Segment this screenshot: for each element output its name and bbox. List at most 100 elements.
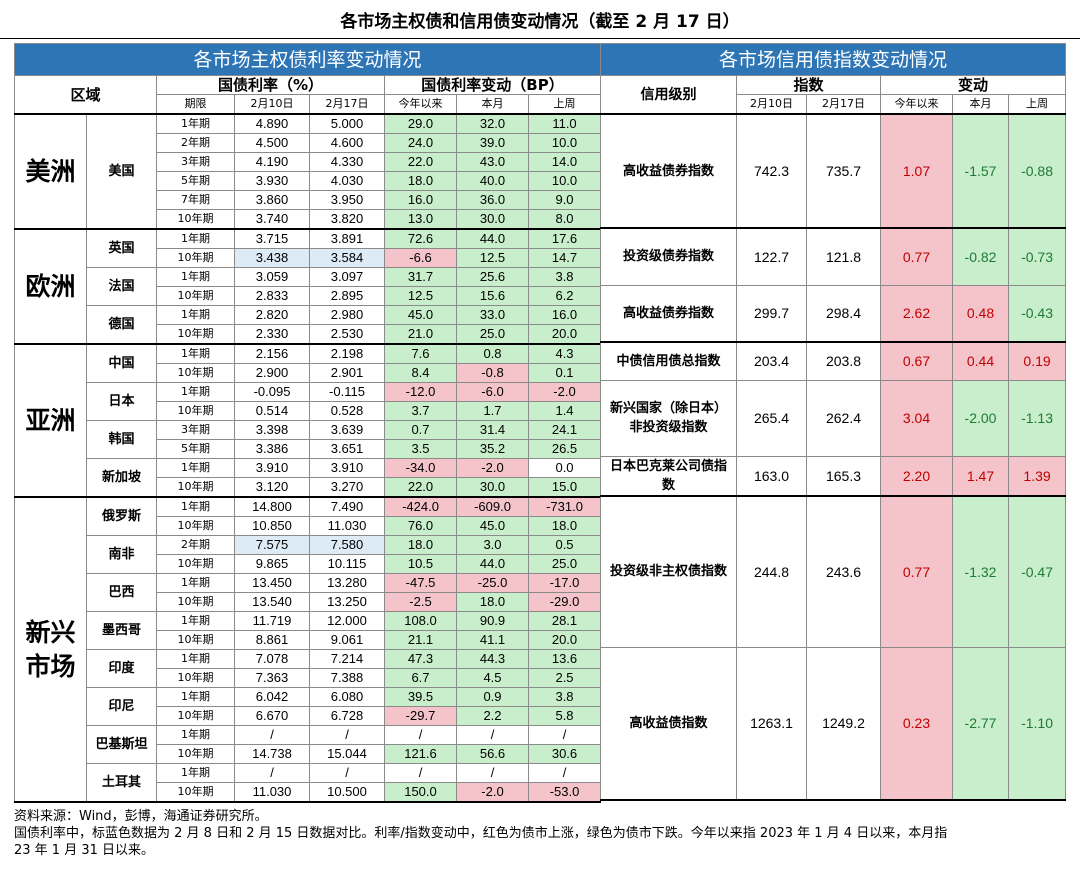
mtd-change-cell: -1.57: [952, 113, 1009, 229]
credit-band-header: 各市场信用债指数变动情况: [599, 43, 1067, 76]
ytd-change-cell: -47.5: [384, 573, 457, 593]
mtd-change-cell: 31.4: [456, 420, 529, 440]
index-name-cell: 中债信用债总指数: [600, 341, 737, 381]
mtd-change-cell: -0.8: [456, 363, 529, 383]
rate-feb10-cell: 3.910: [234, 458, 310, 478]
mtd-change-cell: /: [456, 725, 529, 745]
ytd-change-cell: 22.0: [384, 152, 457, 172]
date1-subheader: 2月10日: [234, 94, 310, 115]
index-feb17-cell: 203.8: [806, 341, 881, 381]
mtd-change-cell: /: [456, 763, 529, 783]
ytd-change-cell: 2.62: [880, 284, 953, 343]
rate-feb10-cell: /: [234, 725, 310, 745]
term-cell: 3年期: [156, 152, 235, 172]
region-europe: 欧洲: [14, 228, 87, 345]
rate-feb17-cell: 3.270: [309, 477, 385, 498]
ytd-change-cell: 72.6: [384, 228, 457, 249]
country-cell: 俄罗斯: [86, 496, 157, 536]
table-row: 10年期 13.540 13.250 -2.5 18.0 -29.0: [15, 592, 602, 612]
mtd-change-cell: 36.0: [456, 190, 529, 210]
ytd-change-cell: 16.0: [384, 190, 457, 210]
mtd-change-cell: 0.48: [952, 284, 1009, 343]
term-cell: 1年期: [156, 725, 235, 745]
country-cell: 土耳其: [86, 763, 157, 803]
mtd-change-cell: 45.0: [456, 516, 529, 536]
rate-feb17-cell: 7.580: [309, 535, 385, 555]
country-cell: 德国: [86, 305, 157, 345]
term-cell: 10年期: [156, 248, 235, 268]
index-name-cell: 高收益债券指数: [600, 284, 737, 343]
mtd-change-cell: 0.44: [952, 341, 1009, 381]
index-name-cell: 投资级非主权债指数: [600, 495, 737, 648]
sovereign-yield-table: 各市场主权债利率变动情况 区域 国债利率（%） 国债利率变动（BP） 期限 2月…: [13, 43, 602, 803]
week-change-cell: 10.0: [527, 171, 602, 191]
week-change-cell: -1.10: [1007, 647, 1067, 801]
rate-feb10-cell: 3.386: [234, 439, 310, 459]
country-cell: 法国: [86, 267, 157, 306]
term-cell: 1年期: [156, 343, 235, 364]
sovereign-band-header: 各市场主权债利率变动情况: [13, 43, 602, 76]
ytd-change-cell: 108.0: [384, 611, 457, 631]
ytd-change-cell: 3.5: [384, 439, 457, 459]
week-change-cell: -0.43: [1007, 284, 1067, 343]
ytd-change-cell: 21.1: [384, 630, 457, 650]
index-name-cell: 新兴国家（除日本）非投资级指数: [600, 379, 737, 457]
ytd-change-cell: 10.5: [384, 554, 457, 574]
country-cell: 印度: [86, 649, 157, 688]
country-cell: 日本: [86, 382, 157, 421]
index-feb10-cell: 244.8: [736, 495, 807, 648]
term-cell: 2年期: [156, 133, 235, 153]
term-cell: 1年期: [156, 267, 235, 287]
ytd-change-cell: 76.0: [384, 516, 457, 536]
table-row: 亚洲 中国 1年期 2.156 2.198 7.6 0.8 4.3: [14, 343, 602, 498]
ytd-change-cell: 0.23: [880, 647, 953, 801]
rate-feb10-cell: 2.820: [234, 305, 310, 325]
mtd-change-cell: 2.2: [456, 706, 529, 726]
mtd-change-cell: 4.5: [456, 668, 529, 688]
mtd-change-cell: -2.0: [456, 782, 529, 803]
term-cell: 10年期: [156, 782, 235, 803]
rate-feb17-cell: 9.061: [309, 630, 385, 650]
ytd-change-cell: 0.67: [880, 341, 953, 381]
ytd-change-cell: 0.77: [880, 495, 953, 648]
ytd-change-cell: -2.5: [384, 592, 457, 612]
mtd-change-cell: 18.0: [456, 592, 529, 612]
index-feb17-cell: 735.7: [806, 113, 881, 229]
rate-feb17-cell: /: [309, 763, 385, 783]
term-cell: 10年期: [156, 286, 235, 306]
country-cell: 南非: [86, 535, 157, 574]
term-cell: 1年期: [156, 228, 235, 249]
term-cell: 10年期: [156, 401, 235, 421]
rate-feb10-cell: 3.740: [234, 209, 310, 230]
ytd-change-cell: 12.5: [384, 286, 457, 306]
ytd-change-cell: 22.0: [384, 477, 457, 498]
week-change-cell: /: [527, 725, 602, 745]
ytd-change-cell: 24.0: [384, 133, 457, 153]
index-name-cell: 日本巴克莱公司债指数: [600, 455, 737, 497]
ytd-change-cell: 2.20: [880, 455, 953, 497]
week-change-cell: -731.0: [527, 496, 602, 517]
rate-feb10-cell: 13.450: [234, 573, 310, 593]
rate-feb10-cell: 11.719: [234, 611, 310, 631]
page-title: 各市场主权债和信用债变动情况（截至 2 月 17 日）: [340, 12, 740, 32]
mtd-change-cell: 0.8: [456, 343, 529, 364]
week-change-cell: -17.0: [527, 573, 602, 593]
week-change-cell: 25.0: [527, 554, 602, 574]
rate-feb17-cell: 2.980: [309, 305, 385, 325]
country-cell: 韩国: [86, 420, 157, 459]
table-row: 巴基斯坦 1年期 / / / / /: [15, 725, 602, 764]
week-change-cell: 0.19: [1007, 341, 1067, 381]
rate-feb17-cell: 3.584: [309, 248, 385, 268]
mtd-change-cell: -25.0: [456, 573, 529, 593]
rate-feb10-cell: 3.860: [234, 190, 310, 210]
mtd-subheader: 本月: [456, 94, 529, 115]
week-change-cell: 24.1: [527, 420, 602, 440]
title-divider: [0, 38, 1080, 39]
table-row: 10年期 3.740 3.820 13.0 30.0 8.0: [15, 209, 602, 230]
week-change-cell: -1.13: [1007, 379, 1067, 457]
term-cell: 10年期: [156, 363, 235, 383]
index-change-header: 变动: [879, 75, 1067, 95]
rate-feb10-cell: 3.120: [234, 477, 310, 498]
term-cell: 1年期: [156, 687, 235, 707]
week-change-cell: 0.0: [527, 458, 602, 478]
